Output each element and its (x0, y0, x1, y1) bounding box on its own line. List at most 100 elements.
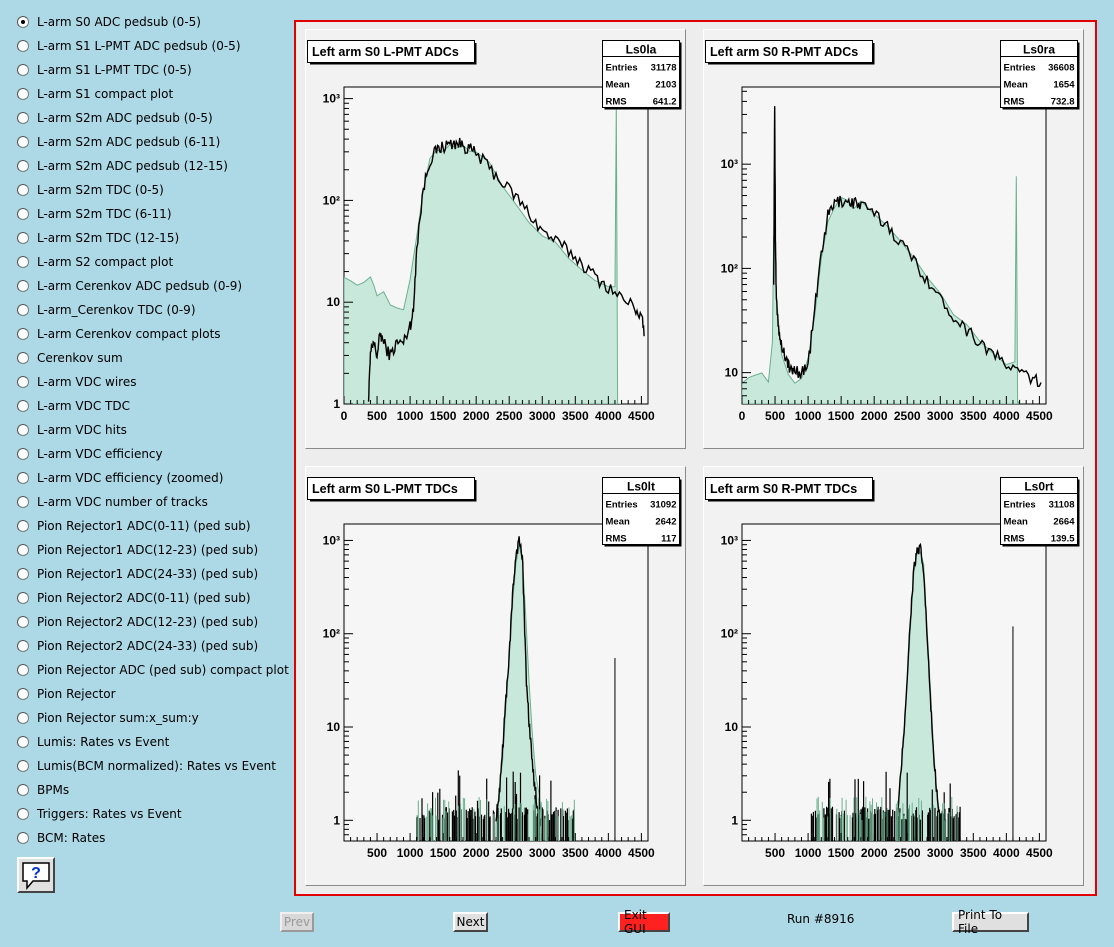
radio-button[interactable] (17, 472, 29, 484)
radio-button[interactable] (17, 304, 29, 316)
radio-button[interactable] (17, 712, 29, 724)
menu-item[interactable]: L-arm Cerenkov ADC pedsub (0-9) (17, 276, 242, 296)
x-tick-label: 500 (367, 409, 387, 423)
radio-button[interactable] (17, 280, 29, 292)
histogram-pad[interactable]: 0 500 1000 1500 2000 2500 3000 3500 4000 4500 1 10 1… (305, 29, 686, 449)
radio-button[interactable] (17, 760, 29, 772)
menu-item[interactable]: L-arm Cerenkov compact plots (17, 324, 221, 344)
x-tick-label: 4000 (993, 409, 1020, 423)
stats-box: Ls0la Entries 31178 Mean 2103 RMS 641.2 (602, 40, 682, 110)
radio-button[interactable] (17, 616, 29, 628)
radio-button[interactable] (17, 640, 29, 652)
menu-item[interactable]: Cerenkov sum (17, 348, 123, 368)
stats-key: RMS (606, 534, 627, 545)
menu-item[interactable]: L-arm S2m ADC pedsub (12-15) (17, 156, 228, 176)
radio-button[interactable] (17, 136, 29, 148)
menu-item-label: Pion Rejector (37, 687, 116, 701)
menu-item[interactable]: L-arm VDC TDC (17, 396, 130, 416)
menu-item-label: L-arm VDC efficiency (37, 447, 163, 461)
menu-item[interactable]: L-arm VDC number of tracks (17, 492, 208, 512)
radio-button[interactable] (17, 112, 29, 124)
menu-item[interactable]: Pion Rejector sum:x_sum:y (17, 708, 199, 728)
stats-key: RMS (1004, 534, 1025, 545)
menu-item[interactable]: L-arm S0 ADC pedsub (0-5) (17, 12, 201, 32)
menu-item[interactable]: L-arm VDC wires (17, 372, 136, 392)
menu-item[interactable]: Pion Rejector2 ADC(12-23) (ped sub) (17, 612, 258, 632)
radio-button[interactable] (17, 352, 29, 364)
menu-item[interactable]: BPMs (17, 780, 69, 800)
histogram-pad[interactable]: 0 500 1000 1500 2000 2500 3000 3500 4000 4500 10 10… (703, 29, 1084, 449)
help-button[interactable]: ? (17, 857, 55, 893)
menu-item[interactable]: L-arm VDC efficiency (zoomed) (17, 468, 223, 488)
menu-item-label: L-arm S2m TDC (0-5) (37, 183, 164, 197)
menu-item[interactable]: L-arm_Cerenkov TDC (0-9) (17, 300, 196, 320)
menu-item-label: L-arm S2m ADC pedsub (6-11) (37, 135, 221, 149)
radio-button[interactable] (17, 16, 29, 28)
prev-button[interactable]: Prev (280, 912, 314, 932)
radio-button[interactable] (17, 520, 29, 532)
radio-button[interactable] (17, 64, 29, 76)
print-to-file-button[interactable]: Print To File (952, 908, 1029, 936)
menu-item[interactable]: L-arm S1 L-PMT TDC (0-5) (17, 60, 192, 80)
radio-button[interactable] (17, 448, 29, 460)
menu-item[interactable]: L-arm VDC hits (17, 420, 127, 440)
radio-button[interactable] (17, 400, 29, 412)
menu-item[interactable]: Pion Rejector ADC (ped sub) compact plot (17, 660, 289, 680)
radio-button[interactable] (17, 568, 29, 580)
menu-item[interactable]: L-arm S2m TDC (0-5) (17, 180, 164, 200)
menu-item[interactable]: L-arm S1 compact plot (17, 84, 173, 104)
radio-button[interactable] (17, 232, 29, 244)
menu-item[interactable]: L-arm S2 compact plot (17, 252, 173, 272)
radio-button[interactable] (17, 184, 29, 196)
menu-item[interactable]: Pion Rejector2 ADC(0-11) (ped sub) (17, 588, 251, 608)
radio-button[interactable] (17, 496, 29, 508)
radio-button[interactable] (17, 160, 29, 172)
y-tick-label: 1 (333, 813, 340, 827)
menu-item[interactable]: L-arm S2m ADC pedsub (0-5) (17, 108, 213, 128)
radio-button[interactable] (17, 736, 29, 748)
radio-button[interactable] (17, 88, 29, 100)
radio-button[interactable] (17, 256, 29, 268)
radio-button[interactable] (17, 208, 29, 220)
menu-item-label: L-arm VDC efficiency (zoomed) (37, 471, 224, 485)
radio-button[interactable] (17, 664, 29, 676)
menu-item-label: L-arm S2m TDC (12-15) (37, 231, 180, 245)
menu-item[interactable]: Pion Rejector1 ADC(0-11) (ped sub) (17, 516, 251, 536)
run-number-label: Run #8916 (787, 912, 855, 926)
radio-button[interactable] (17, 40, 29, 52)
radio-button[interactable] (17, 424, 29, 436)
x-tick-label: 4000 (595, 846, 622, 860)
histogram-title: Left arm S0 R-PMT ADCs (710, 45, 858, 59)
radio-button[interactable] (17, 328, 29, 340)
radio-button[interactable] (17, 832, 29, 844)
menu-item[interactable]: L-arm S1 L-PMT ADC pedsub (0-5) (17, 36, 241, 56)
menu-item[interactable]: BCM: Rates (17, 828, 105, 848)
menu-item[interactable]: Lumis: Rates vs Event (17, 732, 169, 752)
menu-item[interactable]: Pion Rejector (17, 684, 116, 704)
radio-button[interactable] (17, 544, 29, 556)
radio-button[interactable] (17, 784, 29, 796)
menu-item-label: L-arm VDC number of tracks (37, 495, 208, 509)
menu-item-label: BPMs (37, 783, 70, 797)
menu-item[interactable]: Lumis(BCM normalized): Rates vs Event (17, 756, 276, 776)
exit-gui-button[interactable]: Exit GUI (618, 908, 670, 936)
x-tick-label: 3000 (529, 846, 556, 860)
menu-item-label: L-arm S2m TDC (6-11) (37, 207, 172, 221)
next-button[interactable]: Next (453, 912, 488, 932)
radio-button[interactable] (17, 808, 29, 820)
radio-button[interactable] (17, 592, 29, 604)
stats-key: Mean (606, 517, 630, 528)
histogram-pad[interactable]: 500 1000 1500 2000 2500 3000 3500 4000 4500 1 10 10… (703, 466, 1084, 886)
radio-button[interactable] (17, 376, 29, 388)
menu-item[interactable]: L-arm S2m TDC (6-11) (17, 204, 172, 224)
stats-key: Entries (1004, 63, 1036, 74)
menu-item[interactable]: Pion Rejector2 ADC(24-33) (ped sub) (17, 636, 258, 656)
histogram-pad[interactable]: 500 1000 1500 2000 2500 3000 3500 4000 4500 1 10 10… (305, 466, 686, 886)
menu-item[interactable]: Pion Rejector1 ADC(24-33) (ped sub) (17, 564, 258, 584)
menu-item[interactable]: L-arm S2m ADC pedsub (6-11) (17, 132, 220, 152)
menu-item[interactable]: Triggers: Rates vs Event (17, 804, 182, 824)
menu-item[interactable]: Pion Rejector1 ADC(12-23) (ped sub) (17, 540, 258, 560)
radio-button[interactable] (17, 688, 29, 700)
menu-item[interactable]: L-arm VDC efficiency (17, 444, 163, 464)
menu-item[interactable]: L-arm S2m TDC (12-15) (17, 228, 179, 248)
